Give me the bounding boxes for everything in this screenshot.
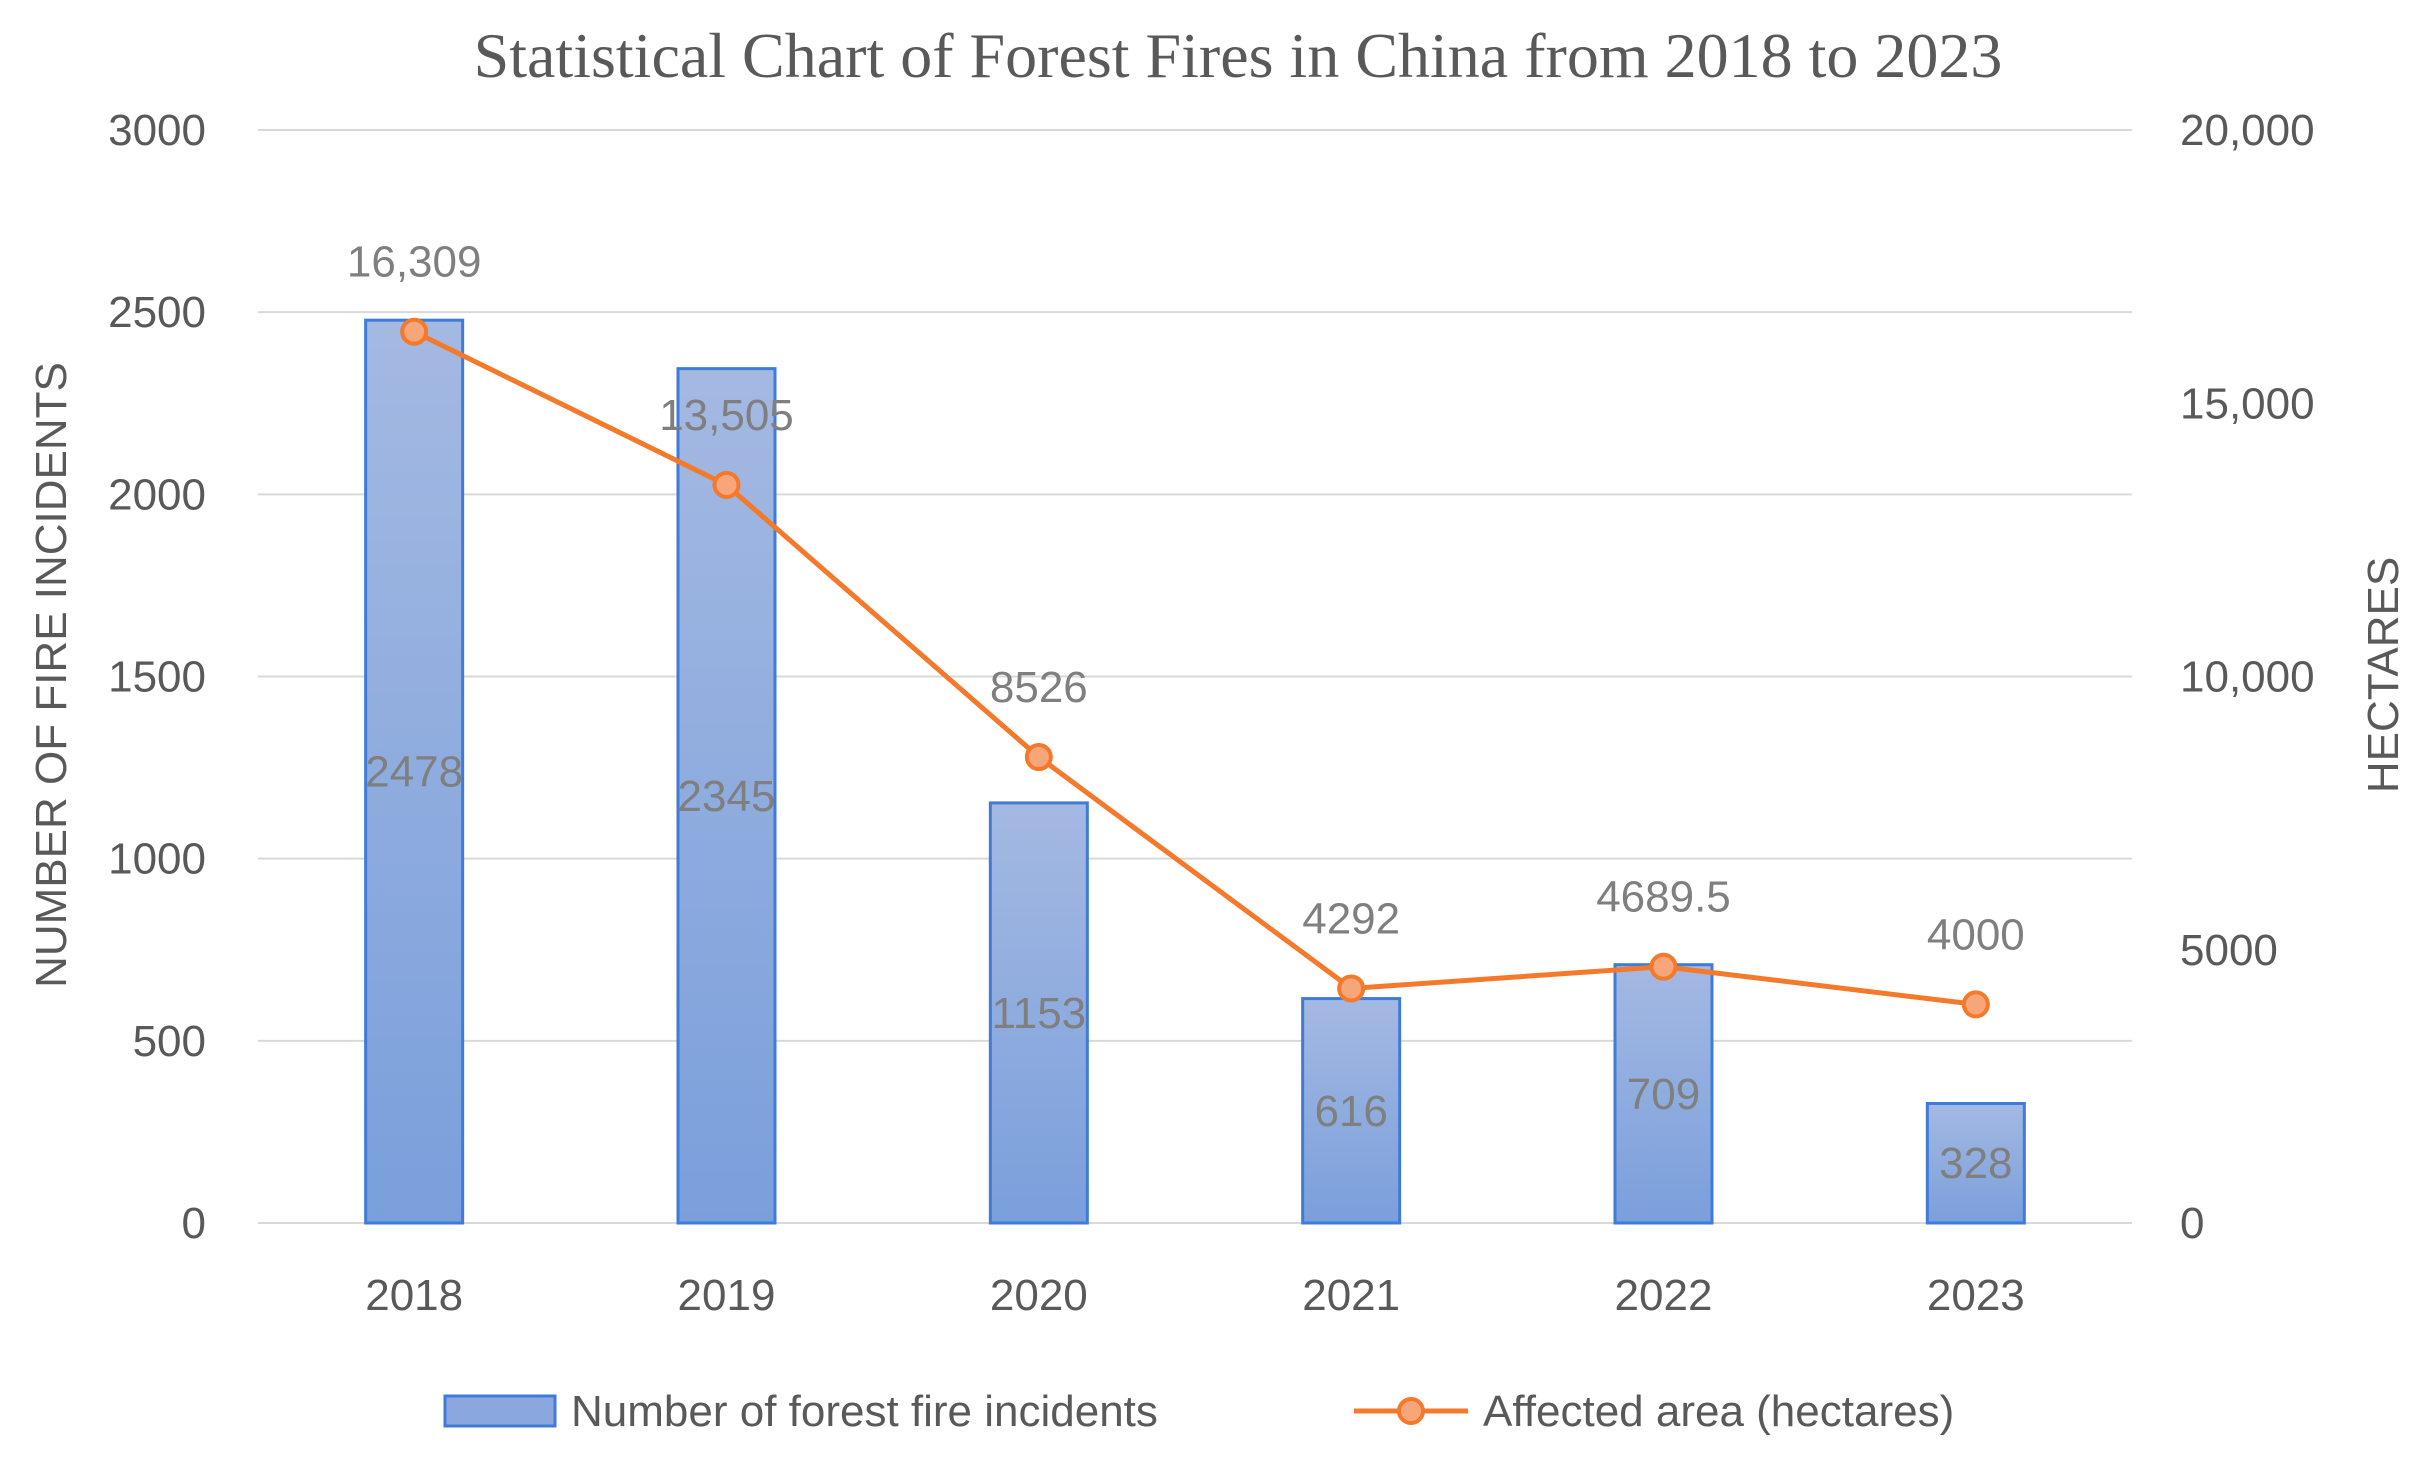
area-line — [413, 329, 1977, 1007]
y-right-tick-label: 20,000 — [2180, 106, 2315, 155]
y-right-tick-label: 5000 — [2180, 926, 2278, 975]
legend-bar-label: Number of forest fire incidents — [571, 1387, 1158, 1436]
y-right-tick-label: 10,000 — [2180, 653, 2315, 702]
line-series — [400, 317, 1990, 1019]
x-axis-ticks: 2018 2019 2020 2021 2022 2023 — [365, 1271, 2025, 1320]
chart-title: Statistical Chart of Forest Fires in Chi… — [474, 20, 2003, 91]
x-tick-label: 2020 — [990, 1271, 1088, 1320]
bar-2018 — [364, 318, 465, 1225]
legend-bar-swatch — [443, 1394, 557, 1428]
x-tick-label: 2023 — [1927, 1271, 2025, 1320]
legend: Number of forest fire incidents Affected… — [443, 1387, 1954, 1436]
line-point-2021 — [1337, 974, 1366, 1003]
line-data-label: 8526 — [990, 663, 1088, 712]
grid-lines — [258, 129, 2132, 1224]
y-left-tick-label: 1500 — [108, 653, 206, 702]
bar-data-label: 328 — [1939, 1139, 2012, 1188]
line-data-label: 16,309 — [347, 238, 482, 287]
bar-data-label: 709 — [1627, 1070, 1700, 1119]
bar-2023 — [1925, 1101, 2026, 1225]
y-left-tick-label: 2000 — [108, 470, 206, 519]
line-point-2020 — [1024, 743, 1053, 772]
y-left-tick-label: 3000 — [108, 106, 206, 155]
line-data-label: 13,505 — [659, 391, 794, 440]
line-data-labels: 16,309 13,505 8526 4292 4689.5 4000 — [347, 238, 2025, 960]
line-point-2019 — [712, 470, 741, 499]
line-data-label: 4000 — [1927, 910, 2025, 959]
y-left-tick-label: 1000 — [108, 835, 206, 884]
x-tick-label: 2018 — [365, 1271, 463, 1320]
y-axis-right-label: HECTARES — [2359, 557, 2408, 793]
bar-data-label: 2345 — [678, 772, 776, 821]
right-axis-ticks: 0 5000 10,000 15,000 20,000 — [2180, 106, 2315, 1248]
legend-line-marker — [1397, 1397, 1425, 1425]
y-right-tick-label: 0 — [2180, 1199, 2204, 1248]
bar-2021 — [1301, 997, 1402, 1225]
bar-data-labels: 2478 2345 1153 616 709 328 — [365, 748, 2012, 1189]
bar-2020 — [988, 801, 1089, 1225]
x-tick-label: 2022 — [1615, 1271, 1713, 1320]
bar-data-label: 1153 — [992, 989, 1087, 1038]
line-point-2022 — [1649, 952, 1678, 981]
bar-data-label: 2478 — [365, 748, 463, 797]
legend-line-label: Affected area (hectares) — [1483, 1387, 1954, 1436]
line-data-label: 4292 — [1302, 894, 1400, 943]
x-tick-label: 2021 — [1302, 1271, 1400, 1320]
line-point-2023 — [1961, 990, 1990, 1019]
bar-2022 — [1613, 963, 1714, 1225]
y-left-tick-label: 500 — [133, 1017, 206, 1066]
line-point-2018 — [400, 317, 429, 346]
y-axis-left-label: NUMBER OF FIRE INCIDENTS — [27, 362, 76, 988]
y-right-tick-label: 15,000 — [2180, 379, 2315, 428]
bar-data-label: 616 — [1314, 1087, 1387, 1136]
x-tick-label: 2019 — [678, 1271, 776, 1320]
left-axis-ticks: 0 500 1000 1500 2000 2500 3000 — [108, 106, 206, 1248]
y-left-tick-label: 0 — [182, 1199, 206, 1248]
y-left-tick-label: 2500 — [108, 288, 206, 337]
line-data-label: 4689.5 — [1596, 873, 1731, 922]
